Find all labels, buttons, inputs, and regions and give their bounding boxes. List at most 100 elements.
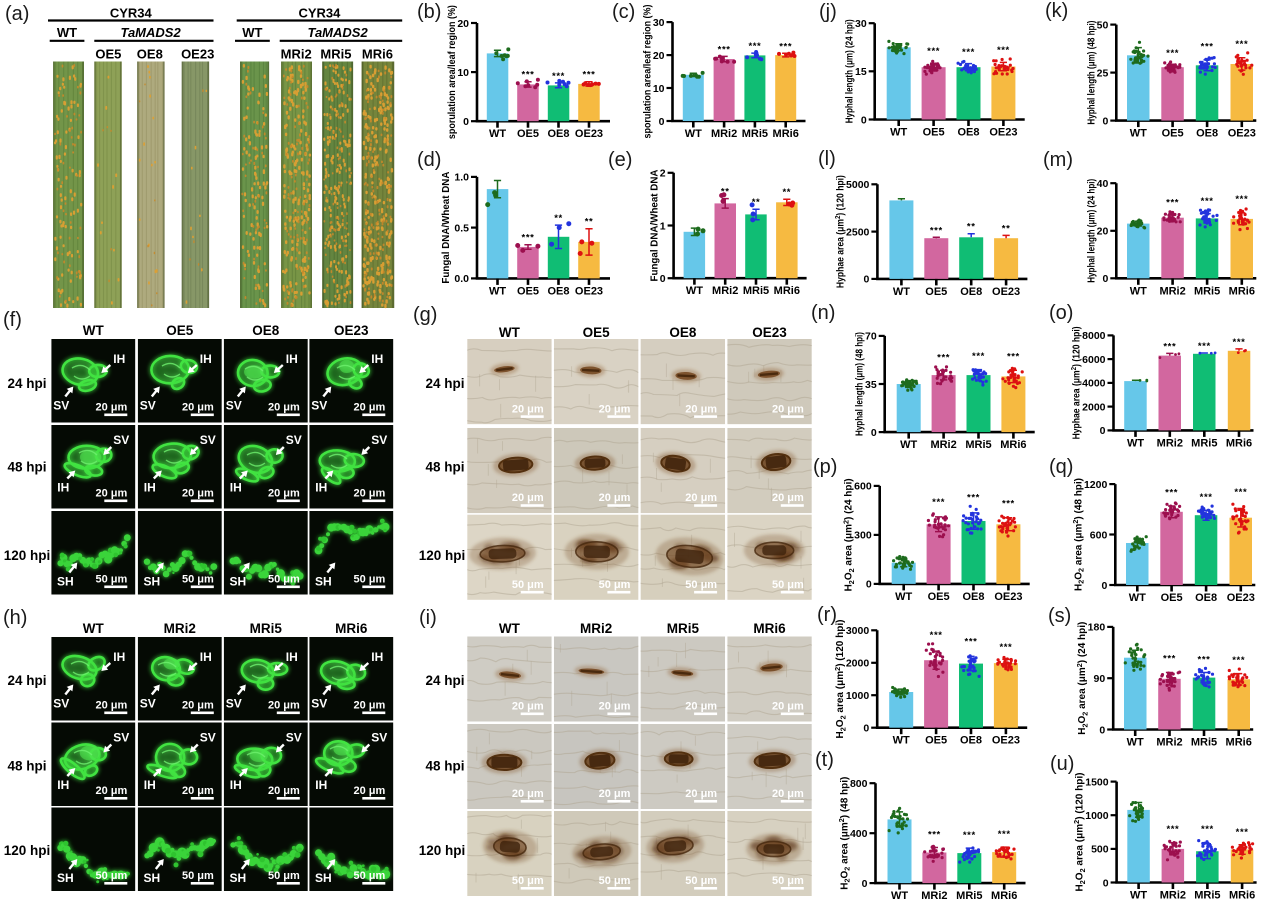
- svg-text:WT: WT: [83, 323, 105, 338]
- svg-text:***: ***: [552, 71, 565, 82]
- svg-text:***: ***: [1165, 487, 1178, 498]
- svg-text:0: 0: [660, 273, 666, 285]
- svg-text:24 hpi: 24 hpi: [425, 376, 464, 391]
- svg-text:***: ***: [1002, 499, 1015, 510]
- svg-text:OE8: OE8: [962, 591, 984, 603]
- svg-text:20 μm: 20 μm: [268, 488, 300, 500]
- svg-text:OE23: OE23: [989, 127, 1017, 139]
- svg-text:OE23: OE23: [575, 285, 603, 297]
- svg-text:OE8: OE8: [547, 285, 569, 297]
- svg-text:**: **: [554, 213, 563, 224]
- svg-text:70: 70: [865, 331, 877, 343]
- svg-text:MRi5: MRi5: [742, 128, 768, 140]
- svg-text:10: 10: [653, 83, 665, 95]
- svg-text:30: 30: [653, 17, 665, 29]
- svg-text:MRi2: MRi2: [281, 47, 312, 62]
- svg-text:20 μm: 20 μm: [353, 785, 385, 797]
- svg-text:IH: IH: [230, 778, 242, 792]
- svg-text:MRi5: MRi5: [1194, 890, 1220, 902]
- svg-text:IH: IH: [315, 481, 327, 495]
- svg-text:Fungal DNA/Wheat DNA: Fungal DNA/Wheat DNA: [649, 169, 661, 281]
- svg-text:48 hpi: 48 hpi: [7, 460, 46, 475]
- svg-text:300: 300: [854, 530, 872, 542]
- svg-text:***: ***: [522, 70, 535, 81]
- svg-text:WT: WT: [685, 128, 702, 140]
- svg-text:***: ***: [1232, 655, 1245, 666]
- svg-text:IH: IH: [113, 352, 125, 366]
- svg-text:***: ***: [1235, 194, 1248, 205]
- svg-text:20 μm: 20 μm: [182, 785, 214, 797]
- svg-text:***: ***: [1198, 654, 1211, 665]
- svg-text:SH: SH: [315, 575, 332, 589]
- svg-text:(b): (b): [417, 1, 441, 23]
- svg-text:120 hpi: 120 hpi: [419, 548, 466, 563]
- svg-text:0: 0: [863, 723, 869, 735]
- svg-text:SV: SV: [286, 433, 302, 447]
- svg-text:H2O2 area (μm2) (48 hpi): H2O2 area (μm2) (48 hpi): [837, 777, 852, 890]
- svg-text:MRi6: MRi6: [335, 621, 368, 636]
- svg-text:24 hpi: 24 hpi: [425, 673, 464, 688]
- svg-text:OE23: OE23: [1227, 592, 1255, 604]
- svg-text:***: ***: [522, 233, 535, 244]
- svg-text:OE8: OE8: [960, 735, 982, 747]
- svg-text:20 μm: 20 μm: [95, 402, 127, 414]
- svg-text:OE23: OE23: [992, 735, 1020, 747]
- svg-text:0.0: 0.0: [454, 273, 469, 285]
- svg-text:50 μm: 50 μm: [95, 870, 127, 882]
- svg-text:20 μm: 20 μm: [95, 785, 127, 797]
- svg-text:0.5: 0.5: [454, 222, 469, 234]
- svg-text:3000: 3000: [846, 625, 870, 637]
- svg-text:1200: 1200: [1084, 479, 1108, 491]
- svg-text:20 μm: 20 μm: [353, 488, 385, 500]
- svg-text:50 μm: 50 μm: [95, 574, 127, 586]
- svg-text:***: ***: [932, 497, 945, 508]
- svg-text:SV: SV: [371, 731, 387, 745]
- svg-text:(c): (c): [612, 1, 635, 23]
- svg-text:MRi6: MRi6: [1000, 439, 1026, 451]
- svg-text:IH: IH: [57, 778, 69, 792]
- svg-text:OE5: OE5: [1161, 592, 1183, 604]
- svg-text:(q): (q): [1049, 456, 1073, 478]
- svg-text:(r): (r): [817, 604, 837, 626]
- svg-text:***: ***: [779, 41, 792, 52]
- svg-text:400: 400: [850, 828, 868, 840]
- svg-text:H2O2 area (μm2) (120 hpi): H2O2 area (μm2) (120 hpi): [833, 620, 848, 739]
- svg-text:SV: SV: [286, 731, 302, 745]
- svg-text:IH: IH: [286, 650, 298, 664]
- svg-text:50 μm: 50 μm: [353, 870, 385, 882]
- svg-text:***: ***: [927, 46, 940, 57]
- svg-text:MRi2: MRi2: [164, 621, 196, 636]
- svg-text:OE8: OE8: [957, 127, 979, 139]
- svg-text:20: 20: [1097, 226, 1109, 238]
- svg-text:WT: WT: [895, 591, 912, 603]
- svg-text:0: 0: [864, 274, 870, 286]
- svg-text:***: ***: [972, 351, 985, 362]
- svg-text:***: ***: [928, 830, 941, 841]
- svg-text:Hyphal length (μm) (24 hpi): Hyphal length (μm) (24 hpi): [844, 19, 856, 123]
- svg-text:Hyphal length (μm) (48 hpi): Hyphal length (μm) (48 hpi): [854, 332, 866, 436]
- svg-text:Hyphal length (μm) (24 hpi): Hyphal length (μm) (24 hpi): [1085, 179, 1097, 283]
- svg-text:(s): (s): [1048, 605, 1071, 627]
- svg-text:MRi2: MRi2: [930, 439, 956, 451]
- svg-text:***: ***: [1233, 337, 1246, 348]
- svg-text:IH: IH: [286, 352, 298, 366]
- svg-text:MRi6: MRi6: [753, 621, 786, 636]
- svg-text:***: ***: [998, 829, 1011, 840]
- svg-text:***: ***: [1163, 654, 1176, 665]
- svg-text:20 μm: 20 μm: [512, 788, 544, 800]
- svg-text:MRi6: MRi6: [362, 47, 393, 62]
- svg-text:OE8: OE8: [669, 325, 697, 340]
- svg-text:1000: 1000: [1085, 810, 1109, 822]
- svg-text:SV: SV: [226, 399, 242, 413]
- svg-text:10: 10: [457, 67, 469, 79]
- svg-text:***: ***: [1166, 824, 1179, 835]
- svg-text:MRi2: MRi2: [921, 890, 947, 902]
- svg-text:SH: SH: [57, 871, 74, 885]
- svg-text:0: 0: [463, 116, 469, 128]
- svg-text:MRi5: MRi5: [1191, 437, 1217, 449]
- svg-text:MRi2: MRi2: [580, 621, 612, 636]
- svg-text:H2O2 area (μm2) (24 hpi): H2O2 area (μm2) (24 hpi): [841, 478, 856, 591]
- svg-text:(k): (k): [1045, 0, 1068, 22]
- svg-text:20 μm: 20 μm: [772, 403, 804, 415]
- svg-text:SV: SV: [140, 399, 156, 413]
